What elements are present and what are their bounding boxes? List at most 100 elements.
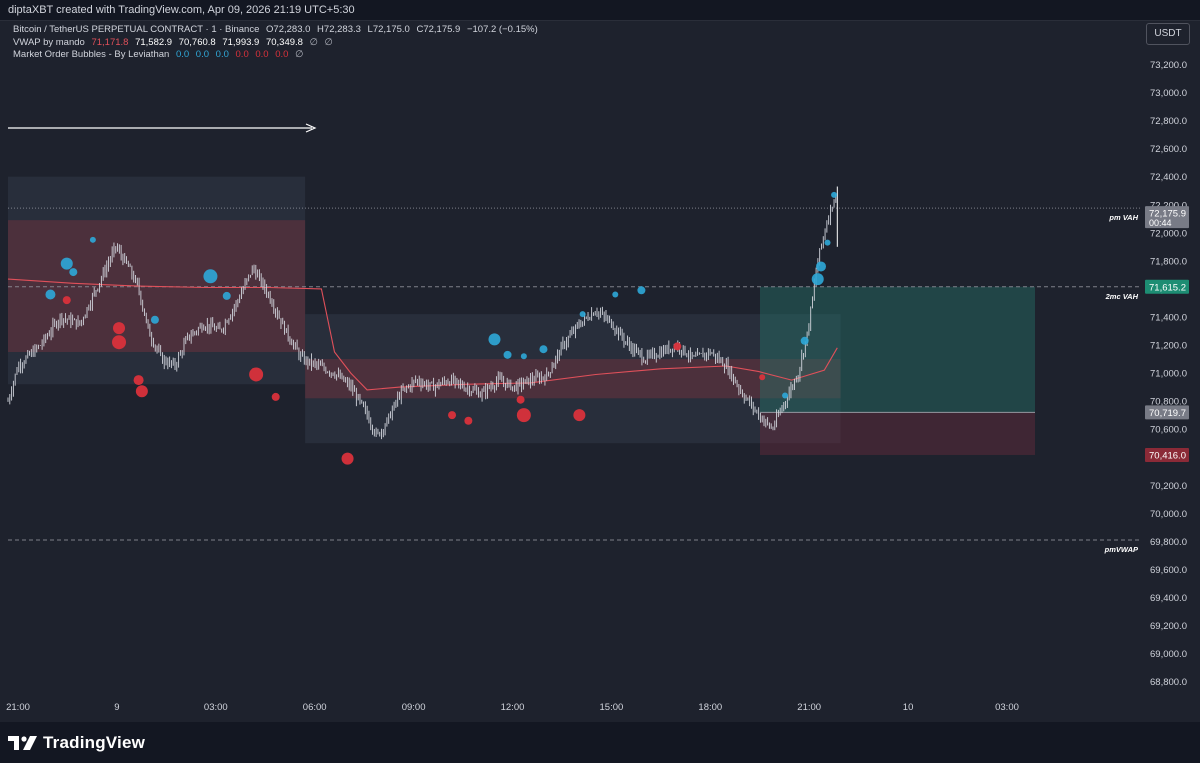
x-tick-label: 21:00 [797, 702, 821, 713]
vwap-legend-row[interactable]: VWAP by mando 71,171.8 71,582.9 70,760.8… [13, 37, 538, 50]
sell-bubble[interactable] [112, 335, 127, 350]
x-tick-label: 15:00 [600, 702, 624, 713]
sell-bubble[interactable] [135, 385, 148, 398]
y-tick-label: 70,800.0 [1150, 397, 1187, 408]
sell-bubble[interactable] [573, 409, 586, 422]
bubbles-value-2: 0.0 [195, 49, 210, 60]
bubbles-value-6: 0.0 [275, 49, 289, 60]
ohlc-low: 72,175.0 [372, 24, 410, 35]
sell-bubble[interactable] [113, 322, 126, 335]
chart-pane[interactable] [0, 20, 1200, 723]
y-tick-label: 70,000.0 [1150, 509, 1187, 520]
y-tick-label: 71,000.0 [1150, 369, 1187, 380]
tradingview-logo[interactable]: TradingView [8, 733, 145, 753]
x-tick-label: 09:00 [402, 702, 426, 713]
buy-bubble[interactable] [89, 236, 96, 243]
price-tag-last[interactable] [1145, 206, 1189, 229]
y-tick-label: 70,600.0 [1150, 425, 1187, 436]
sell-bubble[interactable] [464, 416, 473, 425]
y-tick-label: 70,200.0 [1150, 481, 1187, 492]
bottom-bar [0, 722, 1200, 763]
chart-credit: diptaXBT created with TradingView.com, A… [8, 4, 355, 16]
ohlc-open: 72,283.0 [273, 24, 311, 35]
price-tag-label: 71,615.2 [1149, 282, 1186, 293]
y-tick-label: 72,000.0 [1150, 228, 1187, 239]
buy-bubble[interactable] [815, 261, 826, 272]
currency-button[interactable]: USDT [1146, 23, 1190, 45]
buy-bubble[interactable] [222, 291, 231, 300]
y-tick-label: 69,400.0 [1150, 593, 1187, 604]
y-tick-label: 69,800.0 [1150, 537, 1187, 548]
buy-bubble[interactable] [824, 239, 831, 246]
y-tick-label: 68,800.0 [1150, 677, 1187, 688]
ohlc-close: 72,175.9 [423, 24, 461, 35]
sell-bubble[interactable] [133, 375, 144, 386]
y-tick-label: 71,200.0 [1150, 341, 1187, 352]
bubbles-value-4: 0.0 [235, 49, 249, 60]
y-tick-label: 71,400.0 [1150, 312, 1187, 323]
vwap-value: 71,171.8 [91, 36, 129, 48]
buy-bubble[interactable] [60, 257, 73, 270]
y-tick-label: 72,600.0 [1150, 144, 1187, 155]
y-tick-label: 69,600.0 [1150, 565, 1187, 576]
buy-bubble[interactable] [520, 353, 527, 360]
ohlc-high-label: H [317, 24, 324, 35]
level-label: pm VAH [1108, 213, 1138, 222]
buy-bubble[interactable] [782, 392, 789, 399]
y-tick-label: 73,200.0 [1150, 60, 1187, 71]
price-chart[interactable]: pm VAH 2mc VAH pmVWAP 73,200.0 73,000.0 72,80… [0, 0, 1200, 722]
take-profit-zone[interactable] [760, 286, 1035, 413]
sell-bubble[interactable] [448, 411, 457, 420]
buy-bubble[interactable] [503, 350, 512, 359]
symbol-name: Bitcoin / TetherUS PERPETUAL CONTRACT · … [13, 24, 260, 35]
buy-bubble[interactable] [579, 311, 586, 318]
x-tick-label: 9 [114, 702, 119, 713]
sell-bubble[interactable] [759, 374, 766, 381]
ohlc-low-label: L [367, 24, 373, 35]
buy-bubble[interactable] [539, 345, 548, 354]
buy-bubble[interactable] [488, 333, 501, 346]
buy-bubble[interactable] [150, 315, 159, 324]
y-tick-label: 72,400.0 [1150, 172, 1187, 183]
buy-bubble[interactable] [800, 336, 809, 345]
vwap-indicator-name: VWAP by mando [13, 36, 85, 48]
sell-bubble[interactable] [62, 296, 71, 305]
buy-bubble[interactable] [637, 286, 646, 295]
x-tick-label: 03:00 [995, 702, 1019, 713]
stop-loss-zone[interactable] [760, 412, 1035, 455]
price-tag-entry[interactable] [1145, 405, 1189, 420]
y-tick-label: 69,200.0 [1150, 621, 1187, 632]
buy-bubble[interactable] [69, 268, 78, 277]
price-tag-label: 70,719.7 [1149, 408, 1186, 419]
y-tick-label: 69,000.0 [1150, 649, 1187, 660]
bubbles-legend-row[interactable]: Market Order Bubbles - By Leviathan 0.0 … [13, 49, 538, 62]
sell-bubble[interactable] [673, 342, 682, 351]
tradingview-logo-icon [8, 736, 37, 750]
bubbles-value-5: 0.0 [255, 49, 269, 60]
buy-bubble[interactable] [45, 289, 56, 300]
vwap-null-1: ∅ [309, 36, 318, 48]
sell-bubble[interactable] [341, 452, 354, 465]
arrow-head [305, 123, 317, 133]
chart-legend: Bitcoin / TetherUS PERPETUAL CONTRACT · … [13, 24, 538, 62]
y-tick-label: 73,000.0 [1150, 88, 1187, 99]
sell-bubble[interactable] [516, 408, 531, 423]
bubbles-value-1: 0.0 [175, 49, 190, 60]
price-tag-stop-loss[interactable] [1145, 447, 1189, 462]
buy-bubble[interactable] [612, 291, 619, 298]
x-tick-label: 06:00 [303, 702, 327, 713]
sell-bubble[interactable] [271, 392, 280, 401]
y-tick-label: 71,800.0 [1150, 256, 1187, 267]
symbol-legend-row[interactable]: Bitcoin / TetherUS PERPETUAL CONTRACT · … [13, 24, 538, 37]
buy-bubble[interactable] [831, 191, 838, 198]
x-tick-label: 03:00 [204, 702, 228, 713]
price-tag-take-profit[interactable] [1145, 279, 1189, 294]
buy-bubble[interactable] [811, 273, 824, 286]
ohlc-open-label: O [266, 24, 274, 35]
sell-bubble[interactable] [516, 395, 525, 404]
vwap-upper-2: 71,993.9 [222, 36, 260, 48]
level-label: 2mc VAH [1105, 292, 1139, 301]
buy-bubble[interactable] [203, 269, 218, 284]
ohlc-high: 72,283.3 [323, 24, 361, 35]
sell-bubble[interactable] [249, 367, 264, 382]
